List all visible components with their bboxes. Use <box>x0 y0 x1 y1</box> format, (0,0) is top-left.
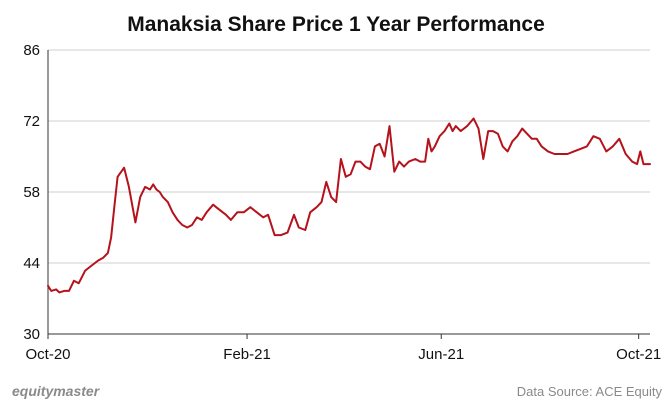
x-tick-label: Oct-20 <box>25 346 70 363</box>
x-tick-label: Oct-21 <box>616 346 661 363</box>
x-tick-label: Jun-21 <box>418 346 464 363</box>
y-axis-ticks: 86 72 58 44 30 <box>23 42 40 343</box>
brand-logo-text: equitymaster <box>12 383 101 399</box>
y-tick-label: 72 <box>23 113 40 130</box>
y-tick-label: 44 <box>23 255 40 272</box>
x-axis-ticks: Oct-20 Feb-21 Jun-21 Oct-21 <box>25 334 661 363</box>
gridlines <box>48 49 650 264</box>
y-tick-label: 30 <box>23 326 40 343</box>
data-source-note: Data Source: ACE Equity <box>517 384 663 399</box>
price-series-line <box>47 117 651 294</box>
chart-title: Manaksia Share Price 1 Year Performance <box>127 13 545 36</box>
y-tick-label: 58 <box>23 184 40 201</box>
y-tick-label: 86 <box>23 42 40 59</box>
series-layer <box>47 117 651 294</box>
x-tick-label: Feb-21 <box>223 346 271 363</box>
